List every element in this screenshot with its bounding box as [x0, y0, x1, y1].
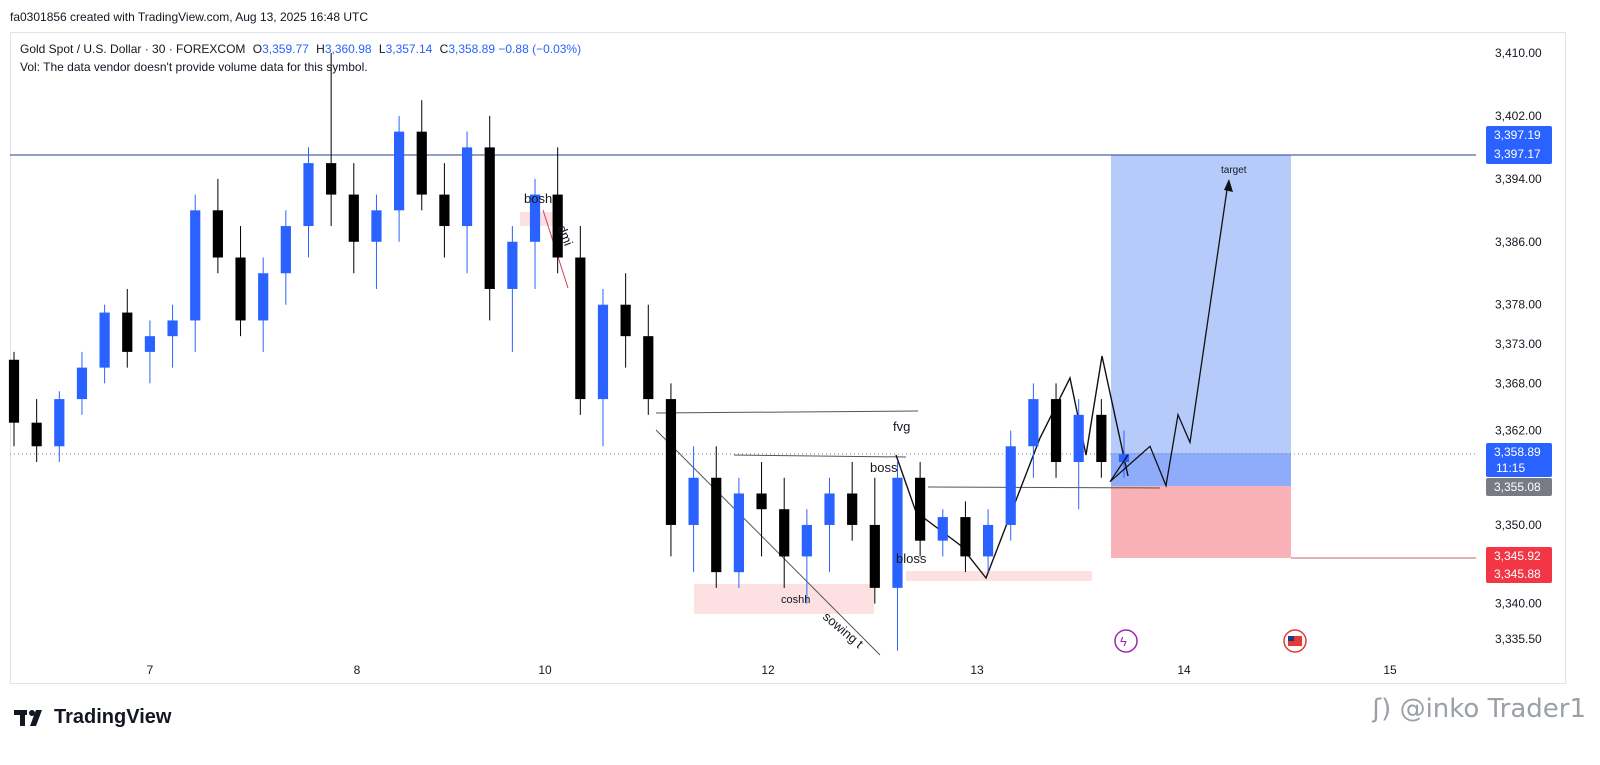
open-label: O — [252, 42, 263, 56]
created-with-header: fa0301856 created with TradingView.com, … — [10, 10, 369, 24]
tradingview-logo[interactable]: TradingView — [14, 706, 171, 729]
open-value: 3,359.77 — [262, 42, 309, 56]
watermark-text: @inko Trader1 — [1399, 694, 1586, 724]
high-value: 3,360.98 — [324, 42, 372, 56]
close-value: 3,358.89 — [448, 42, 496, 56]
chart-frame[interactable] — [10, 32, 1566, 684]
tradingview-brand: TradingView — [54, 706, 172, 728]
close-label: C — [439, 42, 449, 56]
high-label: H — [316, 42, 325, 56]
low-value: 3,357.14 — [385, 42, 433, 56]
volume-note: Vol: The data vendor doesn't provide vol… — [20, 60, 368, 74]
tradingview-logo-icon — [14, 709, 42, 726]
symbol-line[interactable]: Gold Spot / U.S. Dollar · 30 · FOREXCOM — [20, 42, 246, 56]
author-watermark: ʃ) @inko Trader1 — [1372, 694, 1586, 724]
low-label: L — [378, 42, 386, 56]
change-value: −0.88 (−0.03%) — [498, 42, 582, 56]
watermark-prefix: ʃ) — [1372, 694, 1392, 724]
chart-legend: Gold Spot / U.S. Dollar · 30 · FOREXCOM … — [20, 40, 581, 76]
